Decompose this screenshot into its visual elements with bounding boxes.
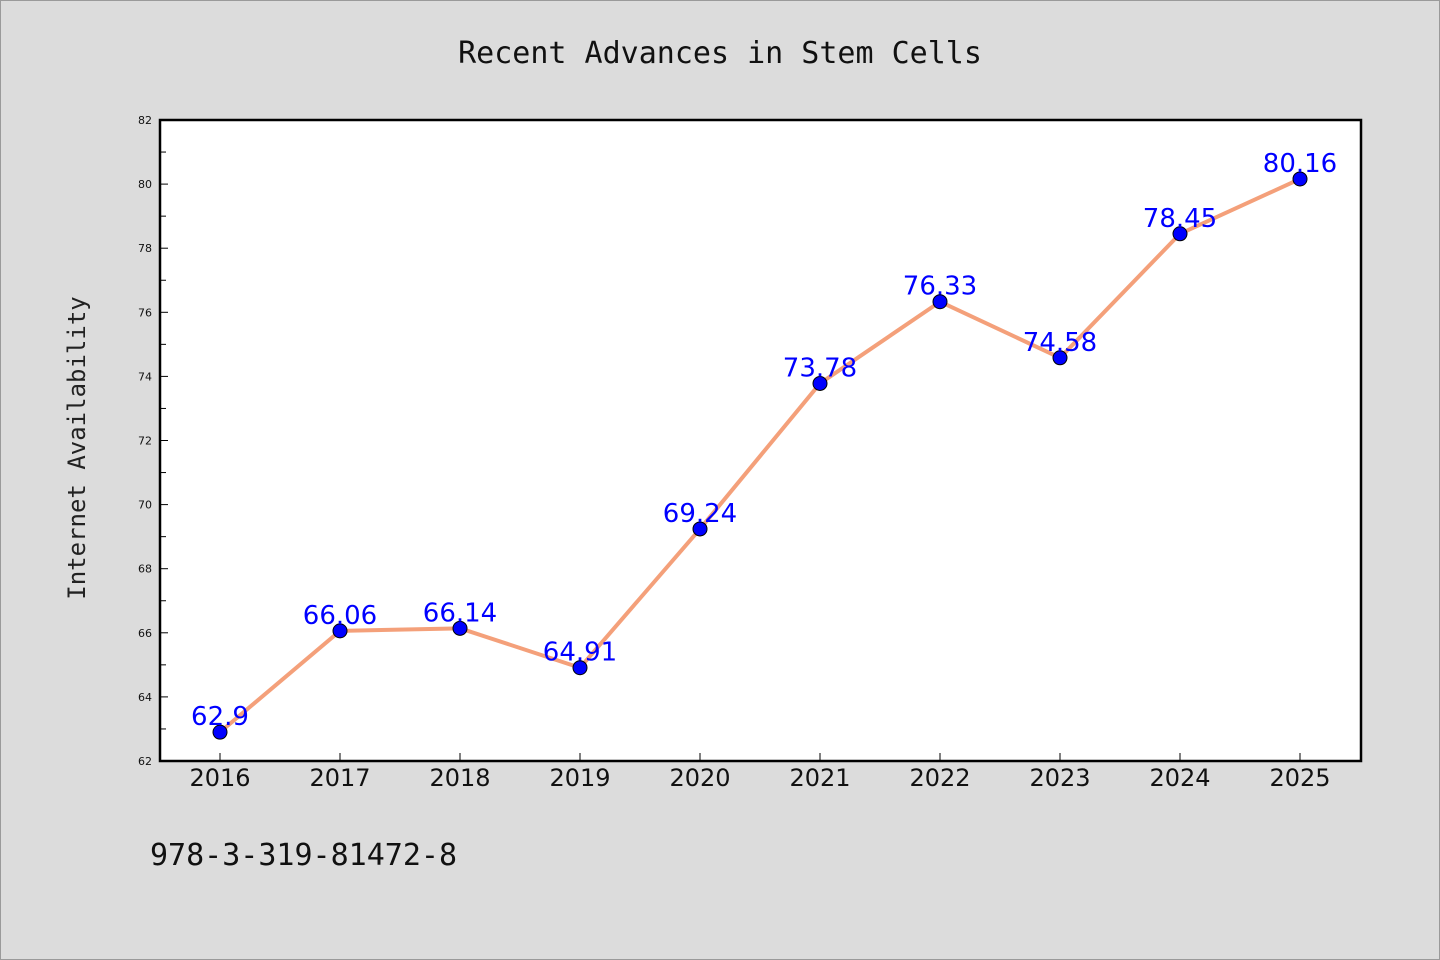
data-point: [692, 521, 708, 537]
data-label: 69.24: [663, 499, 737, 529]
y-tick-label: 68: [138, 563, 152, 576]
x-tick-label: 2019: [549, 764, 610, 792]
y-tick-label: 70: [138, 499, 152, 512]
x-tick-label: 2023: [1029, 764, 1090, 792]
x-tick-label: 2025: [1269, 764, 1330, 792]
y-tick-label: 76: [138, 306, 152, 319]
data-label: 80.16: [1263, 149, 1337, 179]
data-point: [1172, 226, 1188, 242]
x-tick-label: 2024: [1149, 764, 1210, 792]
data-point: [932, 294, 948, 310]
y-tick-label: 74: [138, 370, 152, 383]
x-tick-label: 2017: [309, 764, 370, 792]
y-tick-label: 80: [138, 178, 152, 191]
x-tick-label: 2021: [789, 764, 850, 792]
series-line: [218, 176, 1302, 735]
x-tick-label: 2020: [669, 764, 730, 792]
plot-area: [158, 118, 1363, 763]
chart-title: Recent Advances in Stem Cells: [458, 36, 982, 71]
data-point: [1052, 350, 1068, 366]
y-tick-label: 62: [138, 755, 152, 768]
data-point: [572, 660, 588, 676]
data-point: [212, 724, 228, 740]
y-tick-label: 78: [138, 242, 152, 255]
data-label: 64.91: [543, 638, 617, 668]
data-label: 66.06: [303, 601, 377, 631]
y-axis: 62 64 66 68 70 72 74 76 78 80 82: [138, 114, 168, 768]
y-axis-label: Internet Availability: [63, 296, 91, 599]
data-label: 62.9: [191, 702, 249, 732]
data-point: [812, 375, 828, 391]
x-tick-label: 2022: [909, 764, 970, 792]
data-label: 78.45: [1143, 204, 1217, 234]
data-label: 73.78: [783, 353, 857, 383]
x-tick-label: 2016: [189, 764, 250, 792]
data-label: 76.33: [903, 272, 977, 302]
y-tick-label: 72: [138, 435, 152, 448]
series-layer: 62.9 66.06 66.14 64.91 69.24 73.78 76.33 74.58 7…: [191, 149, 1337, 740]
y-tick-label: 64: [138, 691, 152, 704]
isbn-footer: 978-3-319-81472-8: [150, 838, 457, 873]
data-label: 66.14: [423, 598, 497, 628]
y-tick-label: 82: [138, 114, 152, 127]
data-point: [452, 620, 468, 636]
y-tick-label: 66: [138, 627, 152, 640]
data-point: [332, 623, 348, 639]
data-point: [1292, 171, 1308, 187]
x-tick-label: 2018: [429, 764, 490, 792]
x-axis: 2016 2017 2018 2019 2020 2021 2022 2023 2024 2025: [189, 753, 1331, 792]
data-label: 74.58: [1023, 328, 1097, 358]
